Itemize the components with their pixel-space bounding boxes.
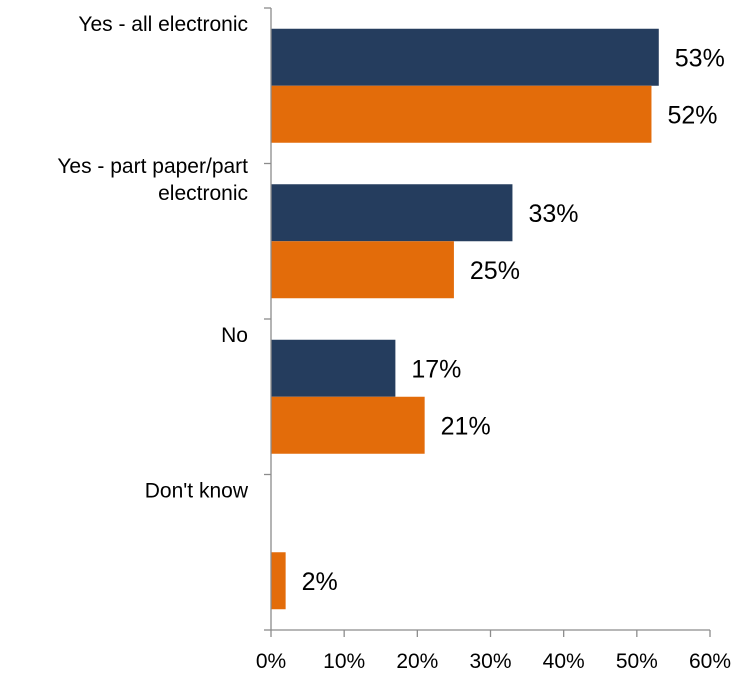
axes-layer: Yes - all electronic Yes - part paper/par… <box>57 7 731 673</box>
category-label-2: Yes - part paper/part electronic <box>57 155 248 205</box>
data-label-1-3: 17% <box>411 355 461 383</box>
x-tick-label: 10% <box>323 650 365 673</box>
bar-2-2 <box>271 241 454 299</box>
x-tick-label: 20% <box>396 650 438 673</box>
category-label-line: Yes - part paper/part <box>57 155 248 178</box>
bar-2-1 <box>271 85 652 143</box>
category-label-3: No <box>221 324 248 347</box>
category-label-4: Don't know <box>145 479 249 502</box>
bar-1-1 <box>271 28 659 86</box>
x-tick-label: 50% <box>616 650 658 673</box>
data-label-1-2: 33% <box>528 200 578 228</box>
x-tick-label: 40% <box>543 650 585 673</box>
category-label-line: No <box>221 324 248 347</box>
data-label-2-3: 21% <box>441 412 491 440</box>
data-label-2-2: 25% <box>470 257 520 285</box>
data-label-1-1: 53% <box>675 44 725 72</box>
category-label-line: Yes - all electronic <box>78 13 248 36</box>
data-label-2-1: 52% <box>667 101 717 129</box>
data-label-2-4: 2% <box>302 568 338 596</box>
bar-1-3 <box>271 339 396 397</box>
bar-1-2 <box>271 184 513 242</box>
data-labels-layer: 53% 52% 33% 25% 17% 21% 2% <box>302 44 725 596</box>
bars-layer <box>271 28 659 610</box>
x-tick-label: 60% <box>689 650 731 673</box>
bar-2-3 <box>271 396 425 454</box>
category-label-line: Don't know <box>145 479 249 502</box>
x-tick-label: 0% <box>256 650 286 673</box>
category-label-line: electronic <box>158 182 248 205</box>
bar-2-4 <box>271 552 286 610</box>
category-label-1: Yes - all electronic <box>78 13 248 36</box>
x-tick-label: 30% <box>469 650 511 673</box>
